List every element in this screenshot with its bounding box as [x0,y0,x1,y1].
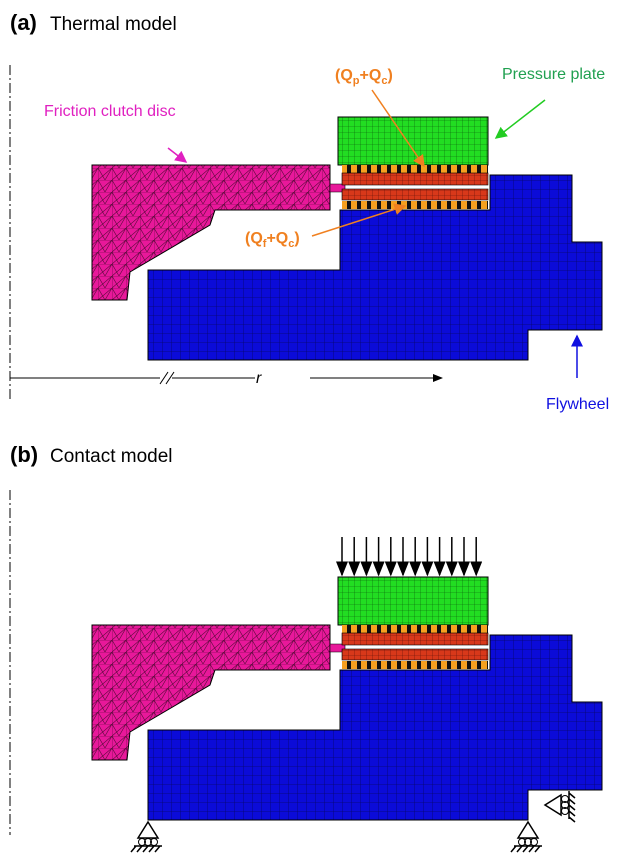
flywheel-label: Flywheel [546,396,609,413]
arrow [168,148,186,162]
panel-label: (b) [10,442,38,467]
support [545,791,575,822]
radius-label: r [256,370,262,387]
thermal-model [92,117,602,360]
heat-flux-top: (Qp+Qc) [335,67,393,87]
arrow [496,100,545,138]
contact-model [92,577,602,820]
panel-title: Contact model [50,446,173,467]
disc-label: Friction clutch disc [44,103,176,120]
heat-flux-bottom: (Qf+Qc) [245,230,300,250]
page: (a) Thermal model Friction clutch disc (… [0,0,637,863]
support [511,822,542,852]
panel-title: Thermal model [50,14,177,35]
load-arrows [342,537,476,575]
panel-label: (a) [10,10,37,35]
support [131,822,162,852]
diagram: (a) Thermal model Friction clutch disc (… [0,0,637,863]
pressure-plate-label: Pressure plate [502,66,605,83]
axis-break [160,372,174,384]
